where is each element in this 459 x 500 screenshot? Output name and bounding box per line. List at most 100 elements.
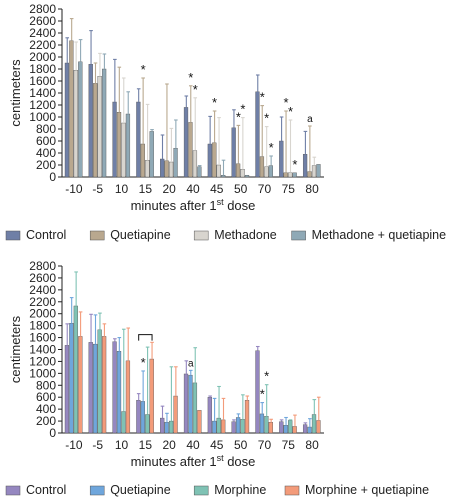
bar (121, 411, 126, 434)
x-tick-label: 10 (115, 182, 129, 196)
significance-mark: * (240, 102, 245, 117)
bar (192, 382, 198, 434)
legend-swatch (89, 230, 105, 241)
significance-mark: * (141, 355, 146, 370)
bar (64, 345, 70, 434)
bar (231, 127, 236, 178)
chart-morphine: 0200400600800100012001400160018002000220… (8, 259, 324, 469)
bar (73, 69, 78, 178)
bar (145, 414, 150, 434)
comparison-bracket (138, 334, 153, 341)
bar (221, 419, 226, 434)
bar (125, 113, 131, 178)
legend-swatch (5, 485, 21, 496)
y-tick-label: 0 (49, 426, 56, 440)
bar (279, 140, 284, 178)
x-tick-label: 40 (186, 438, 200, 452)
x-tick-label: -10 (65, 438, 83, 452)
bar (145, 159, 150, 178)
y-tick-label: 2800 (29, 259, 56, 273)
y-tick-label: 1800 (29, 319, 56, 333)
bar (149, 358, 154, 434)
legend-swatch (291, 230, 306, 241)
y-tick-label: 2800 (29, 2, 56, 16)
bar (164, 160, 169, 178)
bar (69, 323, 74, 434)
bar (164, 422, 169, 434)
y-tick-label: 1800 (29, 62, 56, 76)
bar (307, 171, 312, 178)
x-axis-title: minutes after 1st dose (131, 197, 256, 213)
bar (268, 165, 273, 178)
x-tick-label: 70 (258, 182, 272, 196)
legend-swatch (193, 485, 209, 496)
bar (136, 101, 141, 178)
bar (216, 164, 221, 178)
bar (311, 165, 317, 178)
y-tick-label: 800 (36, 122, 56, 136)
bar (221, 174, 226, 178)
y-tick-label: 1400 (29, 86, 56, 100)
bar (216, 417, 221, 434)
chart-methadone: 0200400600800100012001400160018002000220… (8, 2, 324, 213)
bar (292, 172, 297, 178)
bar (64, 62, 70, 178)
x-tick-label: -5 (92, 182, 103, 196)
x-tick-label: 20 (163, 438, 177, 452)
bar (88, 342, 93, 434)
bar (188, 374, 193, 434)
x-tick-label: 75 (282, 438, 296, 452)
bar (78, 61, 83, 178)
y-tick-label: 1200 (29, 98, 56, 112)
bar (268, 422, 273, 434)
legend-label: Control (26, 483, 66, 497)
bar (116, 351, 122, 434)
bar (183, 107, 189, 178)
y-tick-label: 600 (36, 134, 56, 148)
bar (183, 373, 189, 434)
bar (316, 164, 321, 178)
bar (160, 158, 165, 178)
y-tick-label: 2000 (29, 307, 56, 321)
bar (78, 336, 83, 434)
x-tick-label: 50 (234, 182, 248, 196)
y-axis-title: centimeters (8, 59, 23, 127)
x-tick-label: -5 (92, 438, 103, 452)
bar (73, 305, 78, 434)
bar (197, 410, 202, 434)
significance-mark: * (260, 387, 265, 402)
bar (160, 417, 165, 434)
significance-mark: a (188, 358, 194, 369)
bar (192, 150, 198, 178)
bar (93, 343, 98, 434)
bar (316, 420, 321, 434)
significance-mark: * (236, 109, 241, 124)
bar (283, 425, 288, 434)
bar (136, 399, 141, 434)
bar (197, 166, 202, 178)
y-axis-title: centimeters (8, 315, 23, 383)
significance-mark: * (141, 62, 146, 77)
significance-mark: * (264, 111, 269, 126)
bar (231, 421, 236, 434)
legend-label: Control (26, 228, 66, 242)
bar (283, 172, 288, 178)
x-tick-label: 75 (282, 182, 296, 196)
x-tick-label: 20 (163, 182, 177, 196)
x-tick-label: -10 (65, 182, 83, 196)
bar (307, 426, 312, 434)
y-tick-label: 2400 (29, 283, 56, 297)
bar (97, 75, 102, 178)
legend-label: Methadone (214, 228, 277, 242)
bar (288, 420, 293, 434)
legend-swatch (193, 230, 209, 241)
bar (116, 111, 122, 178)
bar (173, 395, 178, 434)
bar (240, 168, 245, 178)
bar (101, 68, 107, 178)
y-tick-label: 200 (36, 158, 56, 172)
y-tick-label: 1600 (29, 331, 56, 345)
bar (173, 147, 178, 178)
bar (264, 166, 269, 178)
y-tick-label: 400 (36, 402, 56, 416)
